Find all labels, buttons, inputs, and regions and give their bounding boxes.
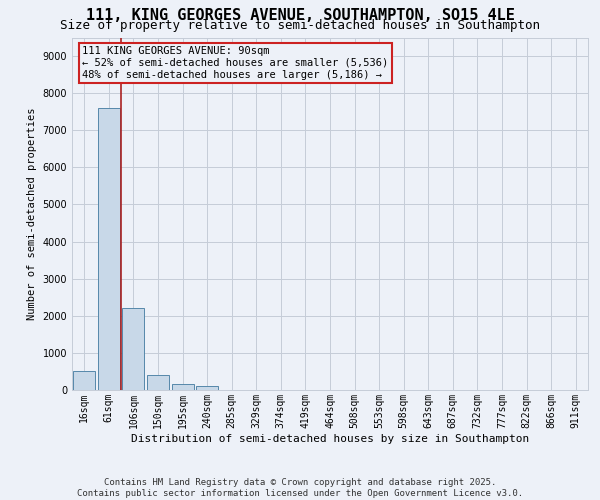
X-axis label: Distribution of semi-detached houses by size in Southampton: Distribution of semi-detached houses by …: [131, 434, 529, 444]
Text: 111, KING GEORGES AVENUE, SOUTHAMPTON, SO15 4LE: 111, KING GEORGES AVENUE, SOUTHAMPTON, S…: [86, 8, 514, 22]
Bar: [172, 384, 194, 390]
Bar: [98, 108, 120, 390]
Bar: [73, 372, 95, 390]
Text: 111 KING GEORGES AVENUE: 90sqm
← 52% of semi-detached houses are smaller (5,536): 111 KING GEORGES AVENUE: 90sqm ← 52% of …: [82, 46, 389, 80]
Bar: [122, 308, 145, 390]
Y-axis label: Number of semi-detached properties: Number of semi-detached properties: [27, 108, 37, 320]
Text: Size of property relative to semi-detached houses in Southampton: Size of property relative to semi-detach…: [60, 18, 540, 32]
Bar: [196, 386, 218, 390]
Text: Contains HM Land Registry data © Crown copyright and database right 2025.
Contai: Contains HM Land Registry data © Crown c…: [77, 478, 523, 498]
Bar: [147, 375, 169, 390]
